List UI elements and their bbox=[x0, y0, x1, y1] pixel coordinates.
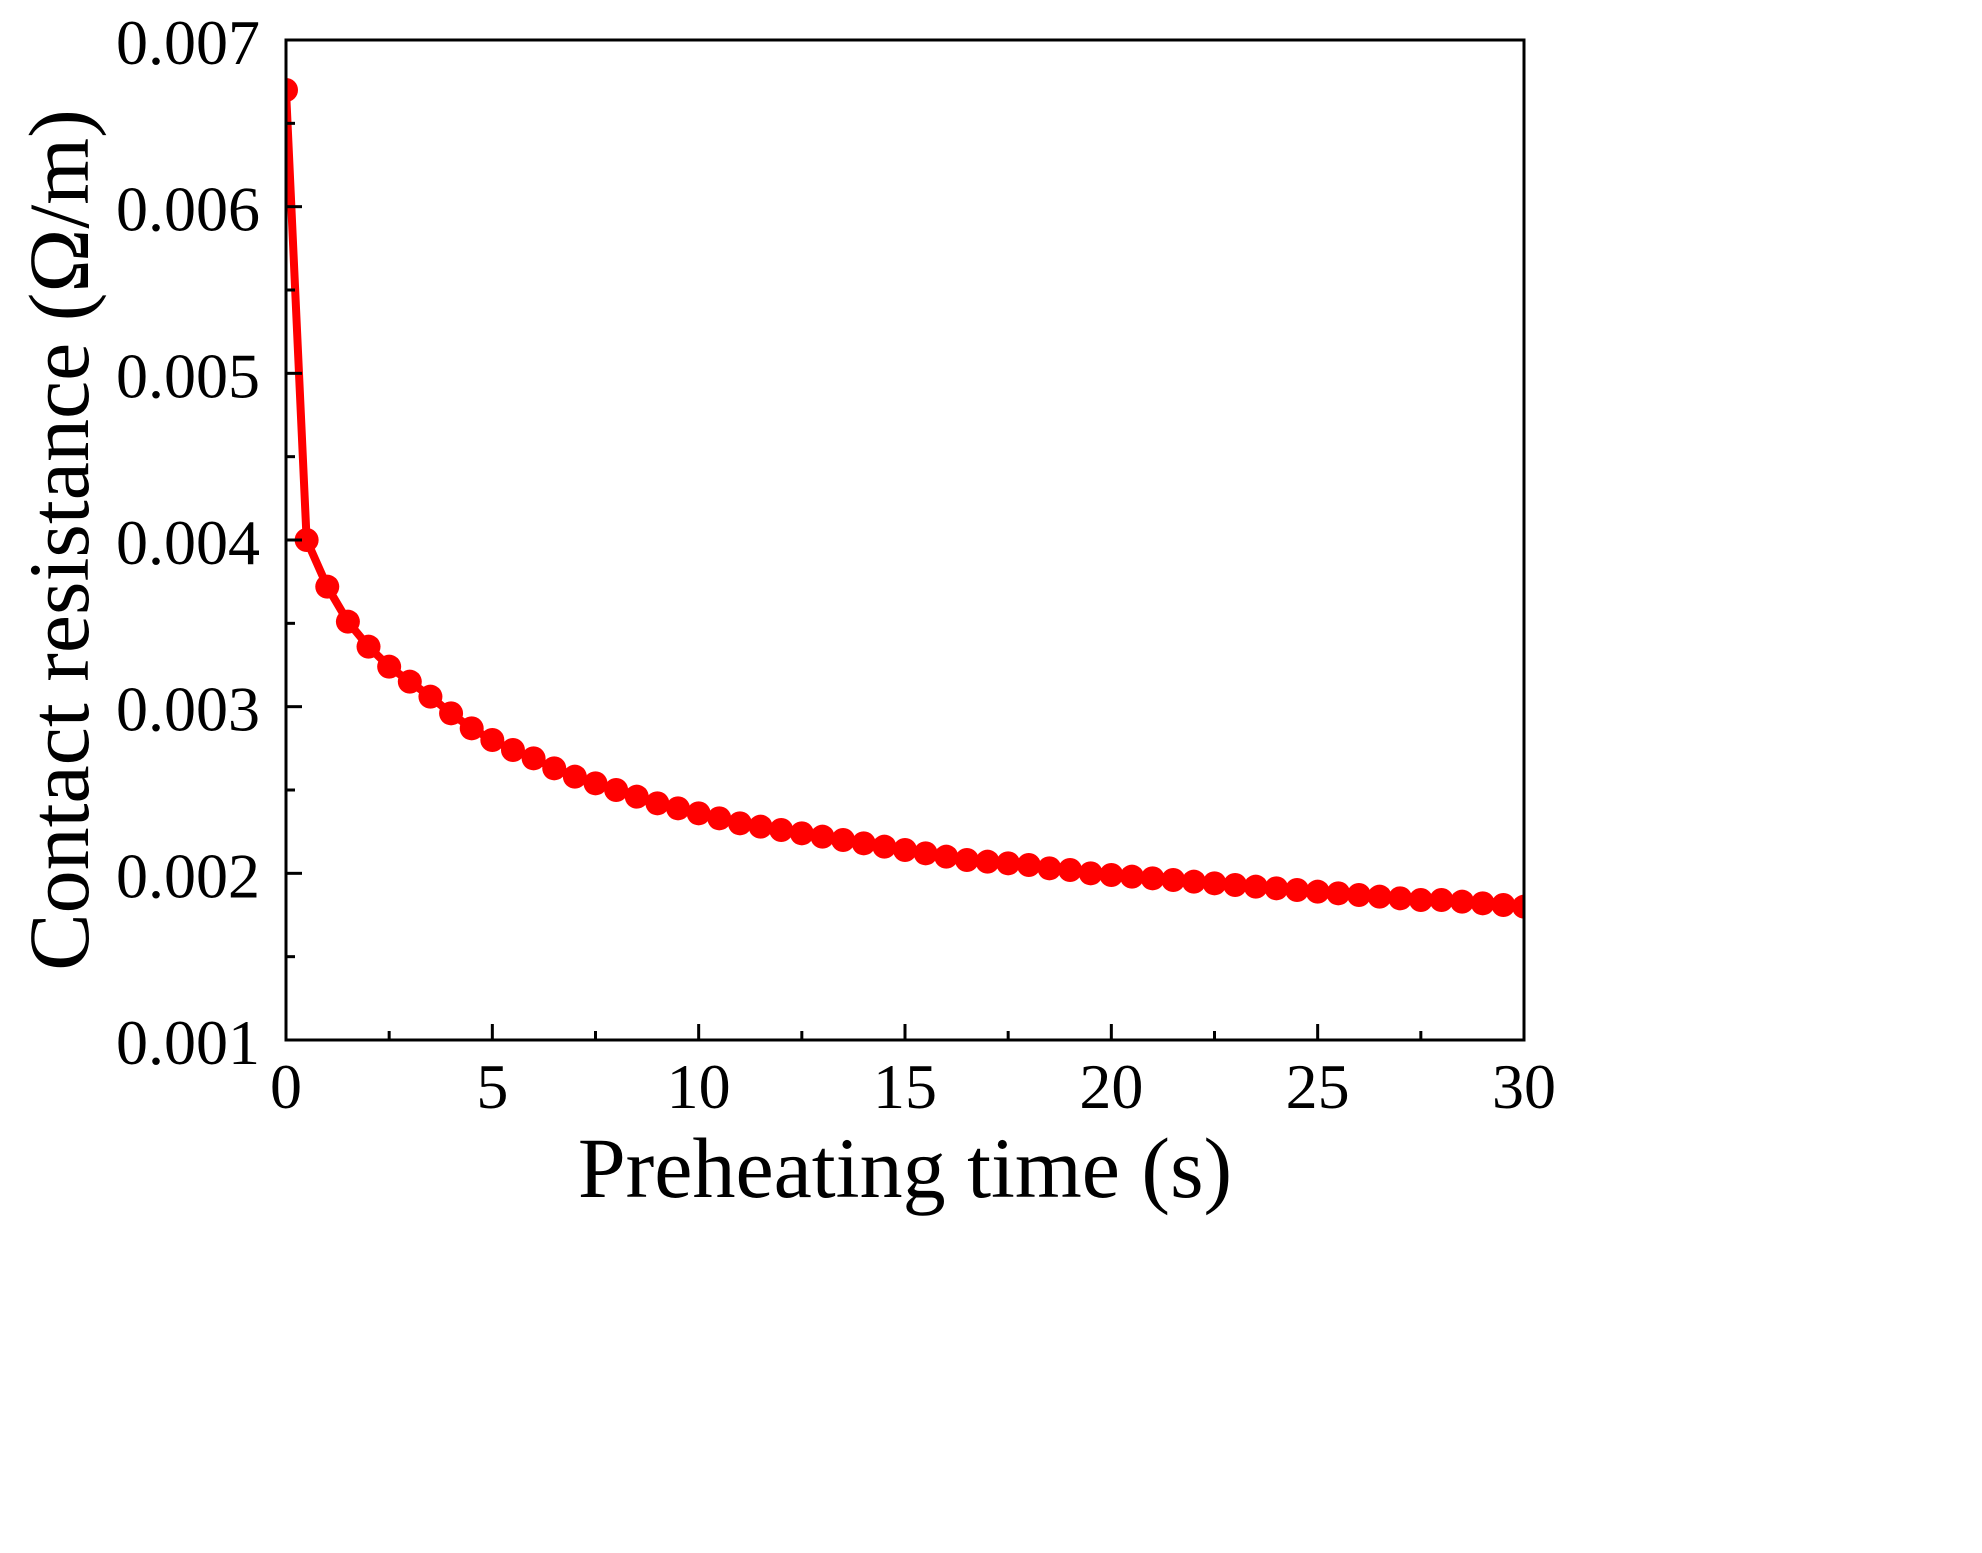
data-point bbox=[1016, 853, 1041, 877]
y-tick-label: 0.001 bbox=[116, 1007, 260, 1078]
data-point bbox=[459, 716, 484, 741]
data-point bbox=[645, 791, 670, 816]
data-point bbox=[604, 778, 629, 802]
series-layer bbox=[286, 78, 1524, 919]
data-point bbox=[294, 528, 319, 552]
data-point bbox=[1161, 868, 1186, 892]
data-point bbox=[1202, 871, 1227, 896]
y-tick-label: 0.003 bbox=[116, 674, 260, 745]
data-point bbox=[1305, 879, 1330, 904]
data-point bbox=[934, 844, 959, 869]
data-point bbox=[624, 784, 649, 809]
data-point bbox=[1408, 888, 1433, 912]
x-tick-label: 30 bbox=[1492, 1051, 1556, 1122]
data-point bbox=[996, 851, 1021, 876]
x-tick-label: 5 bbox=[476, 1051, 508, 1122]
y-tick-label: 0.006 bbox=[116, 174, 260, 245]
data-point bbox=[810, 824, 835, 849]
data-point bbox=[1285, 878, 1310, 902]
data-point bbox=[286, 78, 298, 102]
data-point bbox=[1058, 858, 1083, 882]
x-tick-label: 15 bbox=[873, 1051, 937, 1122]
data-point bbox=[397, 669, 422, 694]
data-point bbox=[1078, 861, 1103, 886]
x-axis-title: Preheating time (s) bbox=[578, 1120, 1232, 1216]
data-point bbox=[831, 828, 856, 852]
data-point bbox=[480, 728, 505, 752]
data-point bbox=[748, 814, 773, 839]
data-point bbox=[893, 838, 917, 862]
data-point bbox=[769, 818, 794, 842]
data-point bbox=[377, 654, 402, 679]
data-point bbox=[1140, 866, 1165, 891]
data-point bbox=[975, 849, 1000, 874]
y-axis: 0.001 0.002 0.003 0.004 0.005 0.006 0.007 bbox=[116, 7, 302, 1078]
data-point bbox=[666, 796, 691, 821]
data-point bbox=[521, 746, 546, 771]
data-point bbox=[1119, 864, 1144, 889]
x-tick-label: 20 bbox=[1079, 1051, 1143, 1122]
data-point bbox=[335, 609, 360, 634]
data-point bbox=[872, 834, 897, 859]
data-point bbox=[913, 841, 938, 866]
data-point bbox=[954, 848, 979, 872]
y-tick-label: 0.004 bbox=[116, 507, 260, 578]
data-point bbox=[851, 831, 876, 856]
data-point bbox=[315, 574, 340, 599]
data-point bbox=[1243, 874, 1268, 899]
data-point bbox=[562, 764, 587, 789]
data-point bbox=[1491, 893, 1516, 917]
data-point bbox=[789, 821, 814, 846]
data-point bbox=[686, 801, 711, 826]
data-point bbox=[1037, 856, 1062, 881]
data-point bbox=[1223, 873, 1248, 897]
y-tick-label: 0.002 bbox=[116, 840, 260, 911]
data-point bbox=[583, 771, 608, 796]
data-point bbox=[418, 684, 443, 709]
data-point bbox=[707, 806, 732, 831]
x-axis: 0 5 10 15 20 25 30 bbox=[270, 1024, 1556, 1122]
data-point bbox=[1099, 863, 1124, 887]
data-point bbox=[727, 811, 752, 836]
data-point bbox=[1470, 891, 1495, 916]
data-point bbox=[1450, 889, 1475, 914]
data-point bbox=[439, 701, 464, 726]
data-point bbox=[500, 738, 525, 762]
data-point bbox=[356, 634, 381, 659]
data-point bbox=[1346, 883, 1371, 907]
data-point bbox=[1367, 884, 1392, 909]
data-point bbox=[1388, 886, 1413, 911]
x-tick-label: 10 bbox=[667, 1051, 731, 1122]
y-axis-title: Contact resistance (Ω/m) bbox=[11, 109, 107, 971]
x-tick-label: 25 bbox=[1286, 1051, 1350, 1122]
data-point bbox=[1512, 894, 1524, 919]
y-tick-label: 0.007 bbox=[116, 7, 260, 78]
series-line bbox=[286, 89, 1524, 911]
data-point bbox=[1326, 881, 1351, 906]
y-tick-label: 0.005 bbox=[116, 340, 260, 411]
data-point bbox=[1264, 876, 1289, 901]
data-point bbox=[542, 756, 567, 781]
data-point bbox=[1181, 869, 1206, 894]
data-point bbox=[1429, 888, 1454, 912]
x-tick-label: 0 bbox=[270, 1051, 302, 1122]
